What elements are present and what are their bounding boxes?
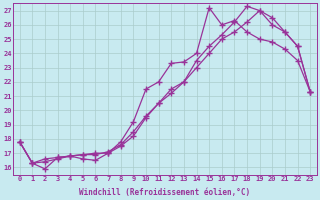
- X-axis label: Windchill (Refroidissement éolien,°C): Windchill (Refroidissement éolien,°C): [79, 188, 251, 197]
